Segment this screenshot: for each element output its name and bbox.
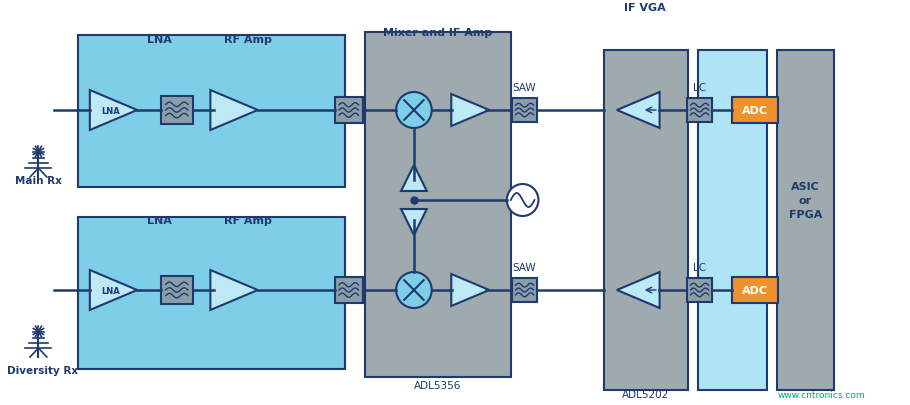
Bar — [776, 51, 834, 390]
Polygon shape — [401, 166, 427, 192]
Text: RF Amp: RF Amp — [224, 35, 272, 45]
Text: SAW: SAW — [513, 83, 536, 93]
Circle shape — [396, 272, 431, 308]
Text: RF Amp: RF Amp — [224, 215, 272, 226]
Text: Mixer and IF Amp: Mixer and IF Amp — [383, 28, 492, 38]
Bar — [687, 99, 713, 123]
Bar — [161, 276, 193, 304]
Bar — [733, 277, 777, 303]
Text: ASIC
or
FPGA: ASIC or FPGA — [789, 181, 822, 220]
Bar — [335, 277, 362, 303]
Polygon shape — [451, 274, 490, 306]
Text: LNA: LNA — [101, 286, 120, 295]
Bar — [698, 51, 767, 390]
Text: Main Rx: Main Rx — [15, 175, 62, 185]
Text: IF VGA: IF VGA — [624, 3, 666, 13]
Text: ADC: ADC — [742, 106, 768, 116]
Text: www.cntronics.com: www.cntronics.com — [777, 390, 864, 399]
Polygon shape — [401, 209, 427, 235]
Text: ADL5356: ADL5356 — [414, 380, 461, 390]
Bar — [78, 36, 345, 188]
Polygon shape — [210, 270, 258, 310]
Polygon shape — [617, 93, 660, 129]
Bar — [603, 51, 688, 390]
Text: LNA: LNA — [101, 106, 120, 115]
Text: ADL5202: ADL5202 — [622, 389, 669, 399]
Text: LNA: LNA — [147, 35, 171, 45]
Bar — [511, 278, 538, 302]
Bar — [335, 98, 362, 124]
Bar — [365, 33, 511, 377]
Circle shape — [507, 185, 539, 216]
Text: LC: LC — [693, 83, 706, 93]
Circle shape — [396, 93, 431, 129]
Polygon shape — [617, 272, 660, 308]
Text: LNA: LNA — [147, 215, 171, 226]
Bar — [511, 99, 538, 123]
Text: LC: LC — [693, 262, 706, 272]
Bar — [161, 97, 193, 125]
Polygon shape — [90, 91, 137, 131]
Bar — [733, 98, 777, 124]
Polygon shape — [451, 95, 490, 127]
Text: SAW: SAW — [513, 262, 536, 272]
Text: Diversity Rx: Diversity Rx — [6, 365, 78, 375]
Text: ADC: ADC — [742, 285, 768, 295]
Bar — [78, 217, 345, 369]
Polygon shape — [210, 91, 258, 131]
Polygon shape — [90, 270, 137, 310]
Bar — [687, 278, 713, 302]
